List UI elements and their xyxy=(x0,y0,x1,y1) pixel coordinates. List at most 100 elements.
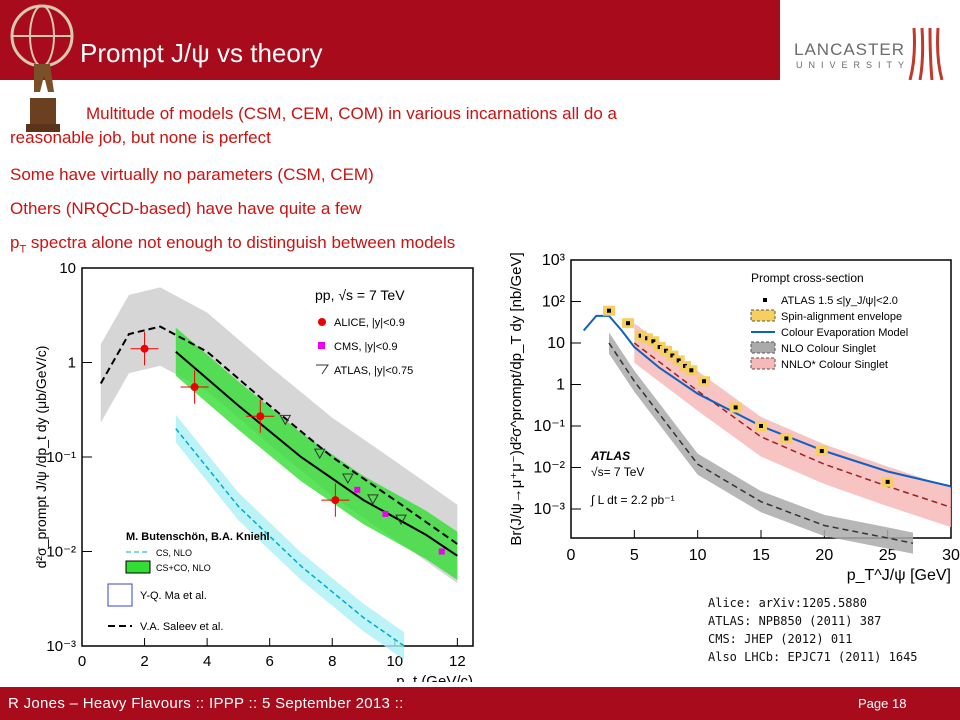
x-tick-label: 25 xyxy=(879,547,897,564)
alice-point xyxy=(190,383,199,392)
y-axis-label: d²σ_prompt J/ψ /dp_t dy (μb/GeV/c) xyxy=(33,346,49,569)
legend-swatch xyxy=(125,560,151,574)
legend-label: ATLAS 1.5 ≤|y_J/ψ|<2.0 xyxy=(781,295,898,307)
cs-nlo-band xyxy=(175,414,405,660)
series-line-saleev xyxy=(99,325,458,545)
y-tick-label: 10⁻² xyxy=(46,544,76,561)
y-axis-label: Br(J/ψ→μ⁺μ⁻)d²σ^prompt/dp_T dy [nb/GeV] xyxy=(508,252,525,545)
logo-mark-icon xyxy=(908,28,944,80)
x-tick-label: 2 xyxy=(140,653,148,670)
x-tick-label: 8 xyxy=(328,653,336,670)
x-tick-label: 15 xyxy=(752,547,770,564)
alice-point xyxy=(331,496,340,505)
atlas-point xyxy=(784,436,789,441)
atlas-statue-icon xyxy=(10,4,74,132)
legend-label: Colour Evaporation Model xyxy=(781,327,908,339)
atlas-point xyxy=(651,339,656,344)
series-line-cs-nlo xyxy=(175,428,405,647)
series-line-nnlo-cs xyxy=(633,342,952,509)
x-axis-label: p_t (GeV/c) xyxy=(396,673,473,682)
y-tick-label: 1 xyxy=(556,376,565,393)
legend-swatch xyxy=(750,309,776,322)
legend-label: V.A. Saleev et al. xyxy=(140,621,223,633)
luminosity-label: ∫ L dt = 2.2 pb⁻¹ xyxy=(590,493,675,507)
bullet-text: pT spectra alone not enough to distingui… xyxy=(10,231,455,261)
x-tick-label: 30 xyxy=(942,547,960,564)
alice-point xyxy=(140,344,149,353)
atlas-point xyxy=(395,514,407,526)
legend-label: Y-Q. Ma et al. xyxy=(140,590,207,602)
references: Alice: arXiv:1205.5880 ATLAS: NPB850 (20… xyxy=(708,594,918,666)
x-tick-label: 0 xyxy=(567,547,576,564)
cms-point xyxy=(438,548,445,555)
university-logo: LANCASTER UNIVERSITY xyxy=(780,0,960,80)
logo-wordmark: LANCASTER xyxy=(794,40,906,59)
series-line-cem xyxy=(582,314,952,488)
atlas-label: ATLAS xyxy=(590,449,630,463)
reference-line: Alice: arXiv:1205.5880 xyxy=(708,596,867,610)
atlas-point xyxy=(702,379,706,384)
bullet-subscript: T xyxy=(19,243,27,256)
bullet-text: reasonable job, but none is perfect xyxy=(10,128,271,147)
legend-marker xyxy=(318,342,325,349)
legend-label: NLO Colour Singlet xyxy=(781,343,876,355)
x-tick-label: 10 xyxy=(689,547,707,564)
legend-label: ALICE, |y|<0.9 xyxy=(334,317,405,329)
x-tick-label: 10 xyxy=(386,653,403,670)
x-tick-label: 20 xyxy=(815,547,833,564)
y-tick-label: 10⁻¹ xyxy=(46,449,76,466)
y-tick-label: 10 xyxy=(59,260,76,277)
legend-label: CS+CO, NLO xyxy=(156,563,211,573)
footer-bar: R Jones – Heavy Flavours :: IPPP :: 5 Se… xyxy=(0,687,960,720)
atlas-point xyxy=(626,321,630,326)
atlas-point xyxy=(313,448,326,460)
page-number: Page 18 xyxy=(858,696,907,711)
bullet-text: Others (NRQCD-based) have have quite a f… xyxy=(10,199,362,218)
legend-marker xyxy=(316,364,329,375)
bullet-text-p: p xyxy=(10,233,20,252)
atlas-point xyxy=(670,353,675,358)
alice-point xyxy=(256,412,265,421)
y-tick-label: 10⁻¹ xyxy=(533,418,565,435)
legend-marker xyxy=(763,298,767,302)
nnlo-cs-band xyxy=(634,323,951,528)
reference-line: CMS: JHEP (2012) 011 xyxy=(708,632,853,646)
series-line-nlo-cs xyxy=(608,342,914,544)
atlas-point xyxy=(638,333,643,338)
bullet-text: Multitude of models (CSM, CEM, COM) in v… xyxy=(86,104,617,123)
x-tick-label: 5 xyxy=(630,547,639,564)
x-tick-label: 6 xyxy=(266,653,274,670)
alice-cms-atlas-plot: 0 2 4 6 8 10 12 10 1 10⁻¹ 10⁻² 10⁻³ p_t (GeV/c) d²σ_p… xyxy=(30,258,480,682)
atlas-point xyxy=(676,358,681,363)
legend-label: CMS, |y|<0.9 xyxy=(334,341,398,353)
legend-label: Spin-alignment envelope xyxy=(781,311,902,323)
y-tick-label: 10³ xyxy=(542,252,566,269)
slide-title: Prompt J/ψ vs theory xyxy=(80,38,323,68)
logo-subtitle: UNIVERSITY xyxy=(796,60,911,70)
y-tick-label: 10⁻² xyxy=(533,459,565,476)
atlas-point xyxy=(664,348,668,353)
y-tick-label: 1 xyxy=(68,355,76,372)
x-tick-label: 0 xyxy=(78,653,86,670)
energy-label: √s= 7 TeV xyxy=(591,465,644,479)
atlas-point xyxy=(733,405,738,410)
legend-label: ATLAS, |y|<0.75 xyxy=(334,365,413,377)
cms-point xyxy=(382,510,389,517)
atlas-point xyxy=(689,368,694,373)
atlas-point xyxy=(367,494,379,505)
legend-label: CS, NLO xyxy=(156,548,192,558)
atlas-point xyxy=(759,423,763,428)
legend-author: M. Butenschön, B.A. Kniehl xyxy=(126,531,270,543)
legend-label: NNLO* Colour Singlet xyxy=(781,359,888,371)
y-tick-label: 10 xyxy=(547,335,565,352)
y-tick-label: 10⁻³ xyxy=(533,501,565,518)
bullet-text-rest: spectra alone not enough to distinguish … xyxy=(26,233,456,252)
legend-header: pp, √s = 7 TeV xyxy=(315,287,405,303)
atlas-point xyxy=(683,363,687,368)
atlas-point xyxy=(645,336,649,341)
legend-marker xyxy=(318,318,326,326)
atlas-point xyxy=(885,479,890,484)
legend-swatch xyxy=(107,583,133,607)
reference-line: Also LHCb: EPJC71 (2011) 1645 xyxy=(708,650,918,664)
y-tick-label: 10⁻³ xyxy=(46,638,76,655)
